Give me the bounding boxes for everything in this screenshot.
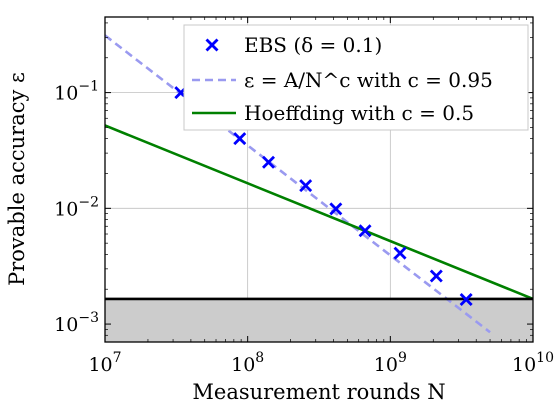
legend-label-fit: ε = A/N^c with c = 0.95 xyxy=(244,68,493,92)
x-tick-label: 109 xyxy=(374,350,407,376)
y-tick-label: 10−3 xyxy=(54,310,99,336)
legend: EBS (δ = 0.1) ε = A/N^c with c = 0.95 Ho… xyxy=(184,25,528,130)
legend-label-ebs: EBS (δ = 0.1) xyxy=(244,33,382,57)
data-point xyxy=(263,157,274,168)
y-tick-label: 10−1 xyxy=(54,79,99,105)
x-axis-title: Measurement rounds N xyxy=(192,380,445,404)
x-tick-label: 1010 xyxy=(512,350,554,376)
y-tick-label: 10−2 xyxy=(54,194,99,220)
legend-label-hoeffding: Hoeffding with c = 0.5 xyxy=(244,101,474,125)
data-point xyxy=(395,248,406,259)
data-point xyxy=(234,133,245,144)
x-tick-label: 107 xyxy=(88,350,121,376)
data-point xyxy=(431,271,442,282)
hoeffding-line xyxy=(105,125,533,298)
y-axis-title: Provable accuracy ε xyxy=(5,72,29,286)
x-tick-label: 108 xyxy=(231,350,264,376)
shaded-region xyxy=(105,299,533,342)
